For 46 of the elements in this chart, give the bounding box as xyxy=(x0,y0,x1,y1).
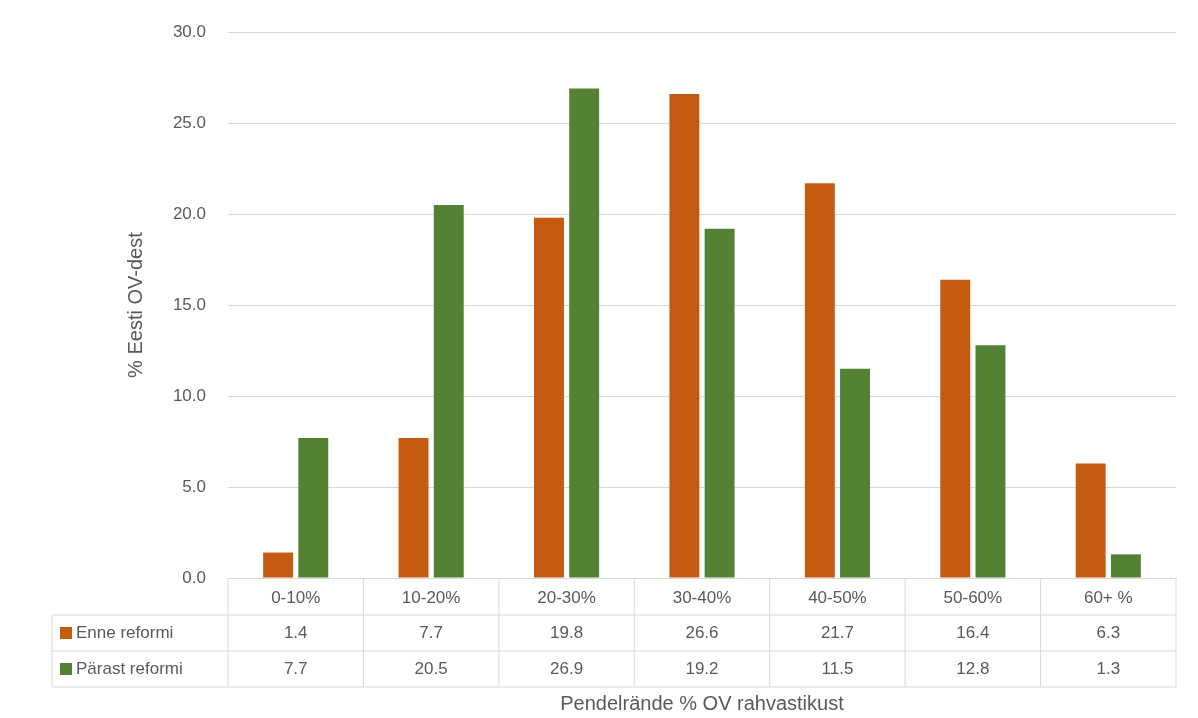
x-tick-label: 40-50% xyxy=(808,587,867,607)
bar xyxy=(433,205,464,578)
x-tick-label: 20-30% xyxy=(537,587,596,607)
x-tick-label: 50-60% xyxy=(943,587,1003,607)
data-label: 21.7 xyxy=(820,622,854,642)
x-tick-label: 60+ % xyxy=(1083,587,1133,607)
bar xyxy=(704,228,735,578)
data-label: 19.8 xyxy=(550,622,584,642)
bar xyxy=(1110,554,1141,578)
data-label: 26.9 xyxy=(550,658,584,678)
y-tick-label: 30.0 xyxy=(172,21,206,41)
x-axis-title: Pendelrände % OV rahvastikust xyxy=(560,691,845,714)
data-label: 12.8 xyxy=(956,658,990,678)
y-axis-title: % Eesti OV-dest xyxy=(123,231,146,378)
x-tick-label: 30-40% xyxy=(672,587,732,607)
data-label: 7.7 xyxy=(419,622,443,642)
legend-label: Pärast reformi xyxy=(76,658,183,678)
bar xyxy=(804,183,835,578)
bar xyxy=(975,345,1006,578)
y-tick-label: 20.0 xyxy=(172,203,206,223)
y-tick-label: 0.0 xyxy=(182,567,206,587)
y-tick-label: 10.0 xyxy=(172,385,206,405)
y-tick-label: 15.0 xyxy=(172,294,206,314)
data-label: 19.2 xyxy=(685,658,719,678)
y-tick-label: 5.0 xyxy=(182,476,206,496)
bar xyxy=(534,217,564,578)
data-label: 26.6 xyxy=(685,622,719,642)
bar xyxy=(298,437,329,578)
data-label: 11.5 xyxy=(821,658,854,678)
data-label: 20.5 xyxy=(414,658,448,678)
bar xyxy=(669,94,700,578)
x-tick-label: 10-20% xyxy=(401,587,461,607)
bar xyxy=(569,88,600,578)
data-label: 1.3 xyxy=(1096,658,1121,678)
bar xyxy=(263,552,294,578)
y-tick-label: 25.0 xyxy=(172,112,206,132)
data-label: 6.3 xyxy=(1096,622,1121,642)
bar xyxy=(1075,463,1106,578)
data-label: 1.4 xyxy=(283,622,308,642)
bar xyxy=(398,437,429,578)
legend-label: Enne reformi xyxy=(76,622,174,642)
data-label: 7.7 xyxy=(283,658,308,678)
bar xyxy=(840,368,870,578)
x-tick-label: 0-10% xyxy=(271,587,321,607)
data-label: 16.4 xyxy=(956,622,990,642)
bar xyxy=(940,279,971,578)
